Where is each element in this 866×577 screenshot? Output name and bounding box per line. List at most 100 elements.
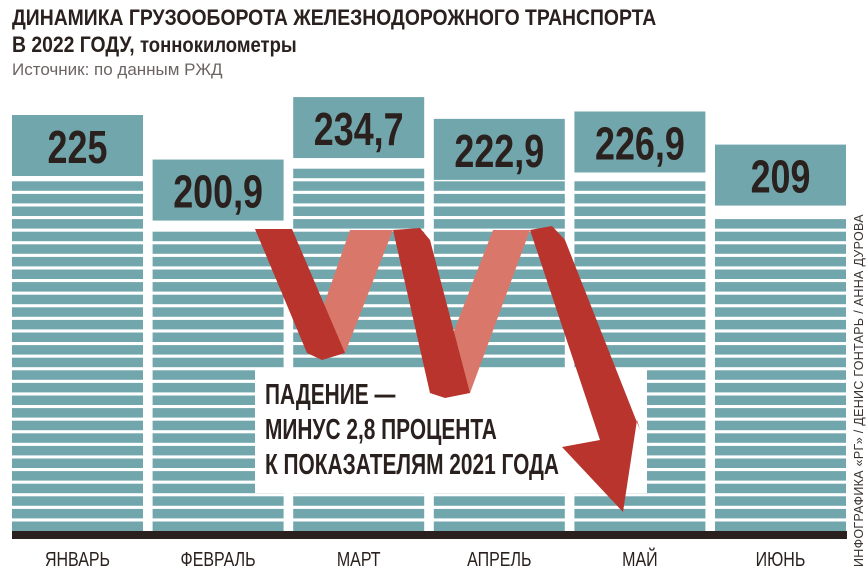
bar-stripe	[574, 206, 706, 216]
bar-stripe	[715, 458, 846, 468]
bar-stripe	[574, 181, 706, 191]
bar-stripe	[574, 357, 706, 368]
bar-stripe	[715, 508, 846, 519]
annotation-line-2: МИНУС 2,8 ПРОЦЕНТА	[265, 414, 497, 446]
bar-stripe	[12, 206, 143, 216]
bar-head	[152, 159, 284, 221]
bar-stripe	[574, 193, 706, 204]
annotation: ПАДЕНИЕ — МИНУС 2,8 ПРОЦЕНТА К ПОКАЗАТЕЛ…	[265, 378, 559, 483]
bar-stripe	[12, 294, 143, 305]
bar-stripe	[152, 395, 284, 405]
x-tick-label: ЯНВАРЬ	[45, 548, 110, 570]
bar-stripe	[12, 244, 143, 254]
bar-stripe	[715, 521, 846, 531]
bar-stripe	[715, 319, 846, 330]
bar-stripe	[152, 508, 284, 519]
bar-stripe	[574, 269, 706, 279]
bar-stripe	[433, 206, 565, 216]
bar-stripe	[12, 395, 143, 405]
decline-arrow	[255, 226, 640, 512]
bar-stripe	[293, 193, 425, 204]
x-tick-label: ФЕВРАЛЬ	[181, 548, 256, 570]
bar-stripe	[152, 433, 284, 443]
bar-stripe	[433, 332, 565, 342]
bar-stripe	[152, 269, 284, 279]
bar-stripe	[293, 219, 425, 229]
value-label: 226,9	[595, 118, 685, 169]
bar-stripe	[152, 496, 284, 506]
bar-stripe	[12, 471, 143, 481]
x-tick-label: МАЙ	[622, 547, 658, 570]
bar-stripe	[574, 294, 706, 305]
bar-stripe	[433, 193, 565, 204]
bar-stripe	[574, 508, 706, 519]
bar-stripe	[574, 256, 706, 267]
bar-stripe	[12, 433, 143, 443]
annotation-line-3: К ПОКАЗАТЕЛЯМ 2021 ГОДА	[265, 449, 560, 481]
bar-stripe	[12, 307, 143, 317]
bar-stripe	[715, 244, 846, 254]
bar-stripe	[293, 508, 425, 519]
bar-stripe	[293, 496, 425, 506]
bar-stripe	[152, 420, 284, 431]
bar-stripe	[12, 231, 143, 242]
bar-stripe	[433, 357, 565, 368]
bar-stripe	[12, 345, 143, 355]
bar-stripe	[715, 345, 846, 355]
source-note: Источник: по данным РЖД	[12, 60, 223, 79]
bar-stripe	[715, 496, 846, 506]
bar-6: 209	[715, 144, 846, 531]
bar-stripe	[12, 496, 143, 506]
bar-stripe	[715, 332, 846, 342]
bar-stripe	[574, 521, 706, 531]
bar-stripe	[152, 471, 284, 481]
bar-stripe	[574, 282, 706, 292]
bar-stripe	[12, 219, 143, 229]
bar-stripe	[152, 458, 284, 468]
baseline	[12, 531, 847, 539]
ribbon-down-2	[393, 228, 470, 398]
bar-stripe	[715, 370, 846, 380]
bar-stripe	[715, 357, 846, 368]
bar-stripe	[293, 168, 425, 179]
bar-stripe	[574, 231, 706, 242]
bar-stripe	[12, 282, 143, 292]
title-line-2: В 2022 ГОДУ,	[12, 32, 135, 57]
bar-stripe	[715, 483, 846, 494]
bar-1: 225	[12, 115, 143, 531]
value-label: 234,7	[314, 104, 404, 155]
bar-stripe	[152, 231, 284, 242]
value-label: 225	[48, 122, 108, 173]
x-tick-label: МАРТ	[337, 548, 381, 570]
bar-stripe	[293, 206, 425, 216]
bar-stripe	[152, 256, 284, 267]
bar-stripe	[293, 319, 425, 330]
bar-stripe	[152, 345, 284, 355]
bar-stripe	[293, 345, 425, 355]
bar-stripe	[12, 508, 143, 519]
bar-stripe	[715, 294, 846, 305]
bar-stripe	[715, 433, 846, 443]
bar-stripe	[433, 319, 565, 330]
bar-stripe	[574, 345, 706, 355]
bar-2: 200,9	[152, 159, 284, 531]
bar-stripe	[293, 181, 425, 191]
bar-stripe	[715, 256, 846, 267]
bar-stripe	[12, 382, 143, 393]
bar-stripe	[12, 319, 143, 330]
bar-head	[293, 97, 425, 159]
bar-stripe	[433, 181, 565, 191]
bar-stripe	[715, 445, 846, 456]
bar-stripe	[12, 445, 143, 456]
bar-stripe	[715, 282, 846, 292]
bar-stripe	[574, 332, 706, 342]
bar-stripe	[12, 521, 143, 531]
bar-stripe	[715, 382, 846, 393]
bar-stripe	[152, 382, 284, 393]
ribbon-down-1	[255, 229, 345, 360]
bar-stripe	[574, 319, 706, 330]
value-label: 209	[751, 151, 811, 202]
bar-stripe	[12, 370, 143, 380]
bar-stripe	[433, 219, 565, 229]
